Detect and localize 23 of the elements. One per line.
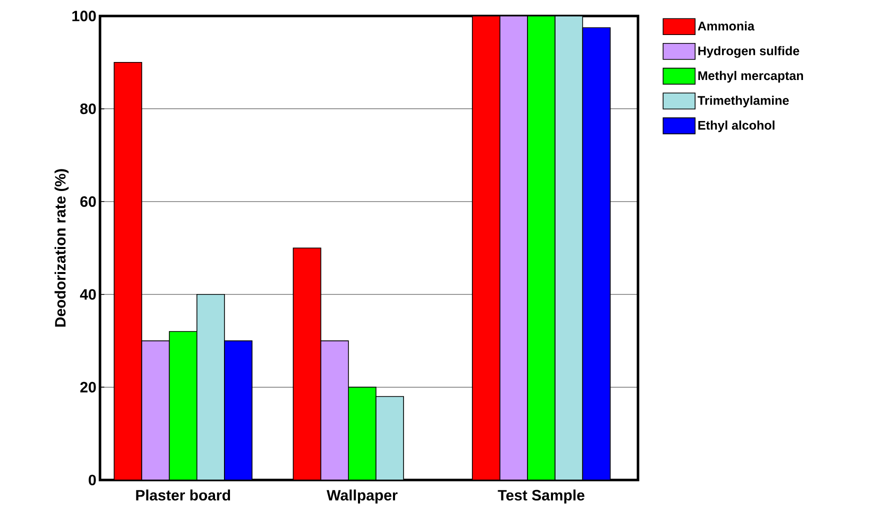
x-tick-label: Wallpaper: [326, 490, 398, 504]
legend-label: Ammonia: [698, 21, 755, 31]
bar: [196, 294, 225, 480]
bar: [141, 340, 170, 480]
x-tick-label: Plaster board: [136, 490, 230, 501]
bar: [224, 340, 252, 480]
y-tick-label: 80: [80, 103, 96, 114]
y-tick-label: 20: [80, 382, 96, 393]
bar: [320, 340, 349, 480]
y-tick-label: 60: [80, 196, 96, 207]
bar: [376, 396, 404, 480]
y-tick-label: 40: [80, 289, 96, 300]
legend-label: Hydrogen sulfide: [698, 46, 800, 58]
bar: [554, 16, 584, 480]
y-axis-title: Deodorization rate (%): [54, 169, 69, 327]
legend-label: Methyl mercaptan: [698, 70, 803, 83]
y-tick-label: 100: [72, 10, 96, 22]
legend-label: Trimethylamine: [698, 96, 789, 108]
x-tick-label: Test Sample: [498, 490, 584, 504]
legend-label: Ethyl alcohol: [698, 120, 774, 132]
bar: [582, 27, 611, 480]
y-tick-label: 0: [88, 474, 96, 486]
bar: [500, 16, 528, 480]
